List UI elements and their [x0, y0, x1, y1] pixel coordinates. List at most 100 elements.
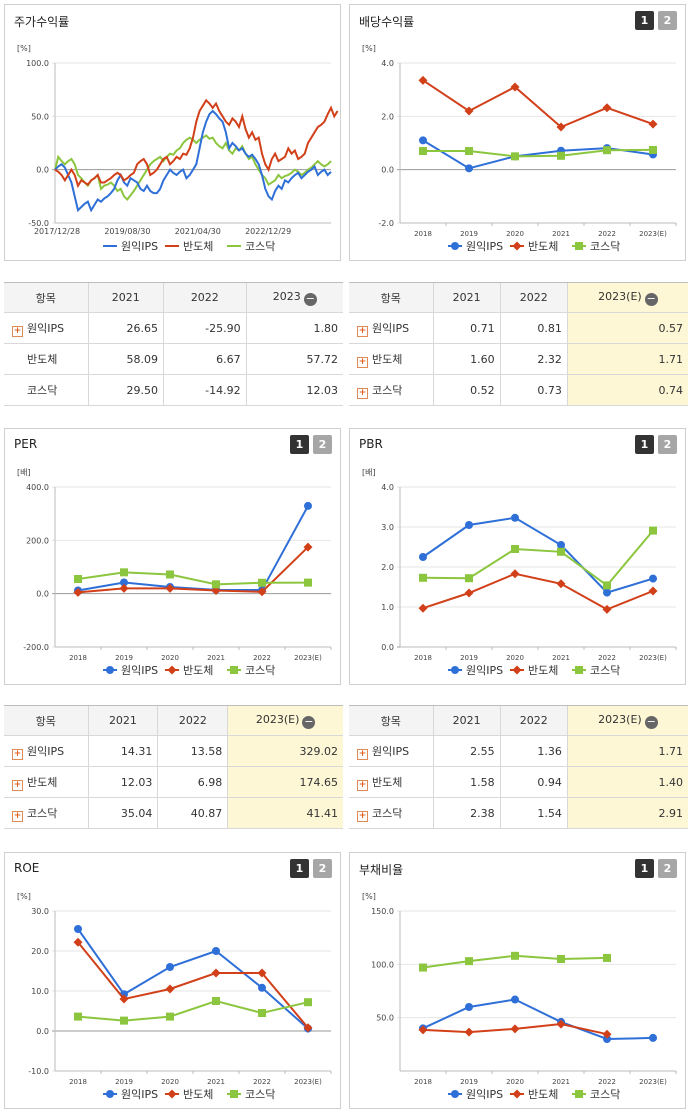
data-point [556, 122, 566, 132]
table-cell: -25.90 [163, 312, 247, 344]
data-point [602, 604, 612, 614]
series-line-3 [77, 999, 309, 1022]
toggle-button-1[interactable]: 1 [635, 859, 654, 878]
data-point [648, 586, 658, 596]
y-tick-label: 0.0 [381, 643, 394, 652]
debt-ratio-chart: [%] 150.0 100.0 50.0 2018 2019 2020 2021 2022 202… [362, 892, 677, 1101]
data-point [257, 968, 267, 978]
header-label: 2023(E) [255, 712, 300, 726]
x-tick-label: 2020 [506, 230, 524, 238]
collapse-icon[interactable]: − [303, 291, 317, 306]
data-point [556, 1019, 566, 1029]
data-point [120, 568, 128, 577]
series-line-2 [77, 941, 309, 1029]
y-tick-label: 30.0 [31, 907, 49, 916]
column-header: 2022 [499, 282, 568, 313]
dividend-panel: 배당수익률 1 2 [%] 4.0 2.0 0.0 -2.0 2018 2019 2020 20… [349, 4, 686, 261]
row-label: 반도체 [27, 353, 58, 366]
expand-plus-icon[interactable]: + [12, 810, 23, 822]
toggle-button-1[interactable]: 1 [290, 435, 309, 454]
collapse-icon[interactable]: − [302, 714, 316, 729]
table-cell: 0.57 [566, 312, 688, 344]
column-header: 2021 [87, 705, 158, 736]
collapse-icon[interactable]: − [644, 714, 658, 729]
table-cell: 1.80 [245, 312, 343, 344]
data-point [511, 152, 519, 161]
toggle-button-1[interactable]: 1 [635, 435, 654, 454]
data-point [212, 947, 220, 955]
table-cell: 0.52 [432, 374, 501, 406]
per-panel: PER 1 2 [배] 400.0 200.0 0.0 -200.0 2018 2019 20… [4, 428, 341, 685]
header-label: 항목 [35, 291, 56, 305]
toggle-button-2[interactable]: 2 [658, 859, 677, 878]
x-tick-label: 2023(E) [639, 230, 667, 238]
data-point [603, 146, 611, 155]
expand-plus-icon[interactable]: + [357, 356, 368, 368]
table-cell: -14.92 [163, 374, 247, 406]
table-row: + 원익IPS 26.65 -25.90 1.80 [4, 312, 343, 344]
series-line-1 [422, 139, 654, 170]
x-tick-label: 2021 [552, 1078, 570, 1086]
toggle-button-2[interactable]: 2 [658, 435, 677, 454]
y-tick-label: 0.0 [36, 166, 49, 175]
table-cell: 58.09 [87, 343, 164, 375]
stock-return-table: 항목 2021 2022 2023− + 원익IPS 26.65 -25.90 1.80 반도체 5… [4, 282, 343, 406]
roe-panel: ROE 1 2 [%] 30.0 20.0 10.0 0.0 -10.0 2018 2019 2… [4, 852, 341, 1109]
x-tick-label: 2019/08/30 [104, 227, 150, 236]
table-cell: 1.60 [432, 343, 501, 375]
toggle-button-1[interactable]: 1 [290, 859, 309, 878]
row-name: + 반도체 [349, 343, 433, 375]
legend-marker [451, 666, 459, 674]
expand-plus-icon[interactable]: + [12, 779, 23, 791]
table-cell: 2.91 [566, 797, 688, 829]
y-tick-label: 3.0 [381, 523, 394, 532]
legend-label: 코스닥 [245, 240, 275, 253]
toggle-button-1[interactable]: 1 [635, 11, 654, 30]
y-tick-label: 0.0 [381, 166, 394, 175]
column-header: 2021 [432, 705, 501, 736]
expand-plus-icon[interactable]: + [357, 748, 368, 760]
toggle-button-2[interactable]: 2 [313, 435, 332, 454]
chart-toggle: 1 2 [635, 435, 677, 454]
table-cell: 1.54 [499, 797, 568, 829]
data-point [419, 136, 427, 145]
expand-plus-icon[interactable]: + [357, 325, 368, 337]
chart-toggle: 1 2 [635, 859, 677, 878]
data-point [464, 1027, 474, 1037]
collapse-icon[interactable]: − [644, 291, 658, 306]
header-label: 2021 [111, 291, 140, 304]
data-point [465, 957, 473, 966]
data-point [258, 578, 266, 587]
y-tick-label: 10.0 [31, 987, 49, 996]
toggle-button-2[interactable]: 2 [658, 11, 677, 30]
expand-plus-icon[interactable]: + [12, 325, 23, 337]
row-name: + 원익IPS [4, 312, 88, 344]
chart-toggle: 1 2 [290, 435, 332, 454]
y-tick-label: 100.0 [26, 59, 49, 68]
data-point [418, 603, 428, 613]
data-point [603, 1035, 611, 1043]
data-point [418, 1025, 428, 1035]
row-name: + 원익IPS [349, 735, 433, 767]
debt-ratio-panel: 부채비율 1 2 [%] 150.0 100.0 50.0 2018 2019 2020 20… [349, 852, 686, 1109]
table-cell: 57.72 [245, 343, 343, 375]
pbr-panel: PBR 1 2 [배] 4.0 3.0 2.0 1.0 0.0 2018 2019 2020 20… [349, 428, 686, 685]
table-cell: 0.71 [432, 312, 501, 344]
row-label: 반도체 [372, 352, 403, 366]
table-row: 코스닥 29.50 -14.92 12.03 [4, 374, 343, 406]
x-tick-label: 2023(E) [294, 654, 322, 662]
expand-plus-icon[interactable]: + [12, 748, 23, 760]
chart-toggle: 1 2 [635, 11, 677, 30]
row-label: 원익IPS [27, 321, 65, 335]
panel-title: ROE [14, 861, 40, 875]
y-tick-label: 150.0 [371, 907, 394, 916]
toggle-button-2[interactable]: 2 [313, 859, 332, 878]
expand-plus-icon[interactable]: + [357, 387, 368, 399]
row-name: + 코스닥 [4, 797, 88, 829]
data-point [602, 103, 612, 113]
expand-plus-icon[interactable]: + [357, 779, 368, 791]
table-cell: 1.40 [566, 766, 688, 798]
expand-plus-icon[interactable]: + [357, 810, 368, 822]
data-point [465, 1003, 473, 1011]
